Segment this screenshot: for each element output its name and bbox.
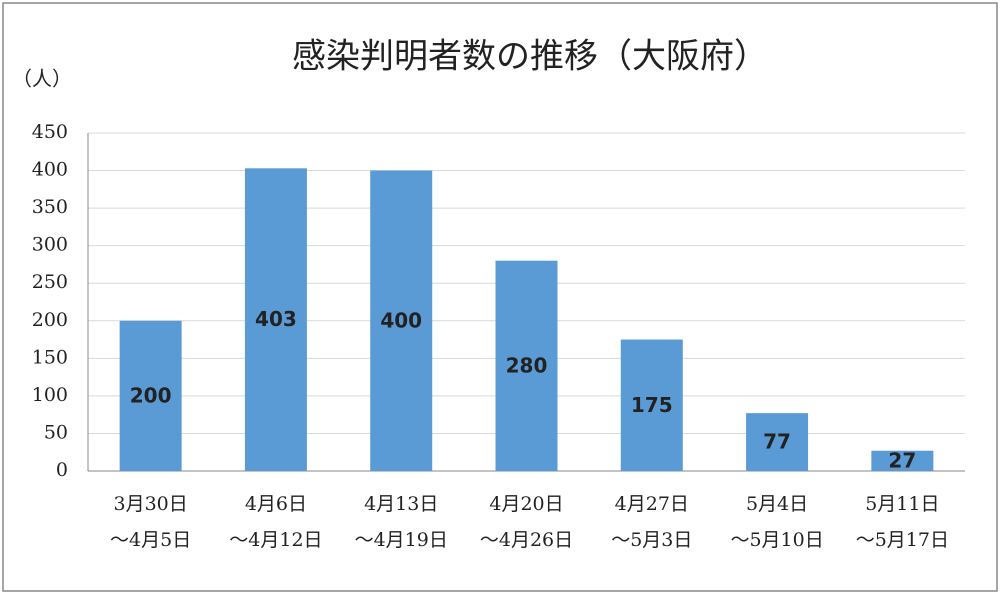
x-tick-label: ～5月17日	[856, 529, 949, 551]
bar	[746, 413, 809, 471]
bar	[495, 260, 558, 471]
x-tick-label: 4月13日	[364, 493, 438, 515]
y-tick-label: 300	[32, 234, 68, 256]
y-tick-label: 250	[32, 271, 68, 293]
y-tick-label: 0	[56, 459, 68, 481]
x-tick-label: 5月11日	[865, 493, 939, 515]
x-tick-label: ～4月12日	[229, 529, 322, 551]
x-tick-label: 4月20日	[489, 493, 563, 515]
y-tick-label: 100	[32, 384, 68, 406]
y-tick-label: 200	[32, 309, 68, 331]
value-label: 175	[631, 393, 673, 417]
y-tick-label: 150	[32, 346, 68, 368]
x-tick-label: ～4月26日	[480, 529, 573, 551]
chart-title: 感染判明者数の推移（大阪府）	[292, 37, 768, 77]
bar	[119, 320, 182, 471]
bar	[871, 450, 934, 471]
value-label: 77	[763, 430, 791, 454]
bar	[620, 339, 683, 471]
value-label: 403	[255, 307, 297, 331]
x-tick-label: ～5月3日	[611, 529, 692, 551]
y-axis-label: （人）	[12, 67, 72, 91]
bar	[244, 168, 307, 471]
value-label: 200	[130, 383, 172, 407]
value-label: 280	[506, 353, 548, 377]
x-tick-label: ～4月19日	[355, 529, 448, 551]
x-tick-label: 4月27日	[615, 493, 689, 515]
value-label: 27	[888, 448, 916, 472]
y-tick-label: 50	[44, 421, 68, 443]
y-tick-label: 400	[32, 159, 68, 181]
x-tick-label: 5月4日	[746, 493, 808, 515]
x-tick-label: ～4月5日	[110, 529, 191, 551]
x-tick-label: 3月30日	[114, 493, 188, 515]
y-tick-label: 350	[32, 196, 68, 218]
x-tick-label: 4月6日	[245, 493, 307, 515]
x-tick-label: ～5月10日	[730, 529, 823, 551]
y-tick-label: 450	[32, 121, 68, 143]
value-label: 400	[380, 308, 422, 332]
bar	[370, 170, 433, 472]
